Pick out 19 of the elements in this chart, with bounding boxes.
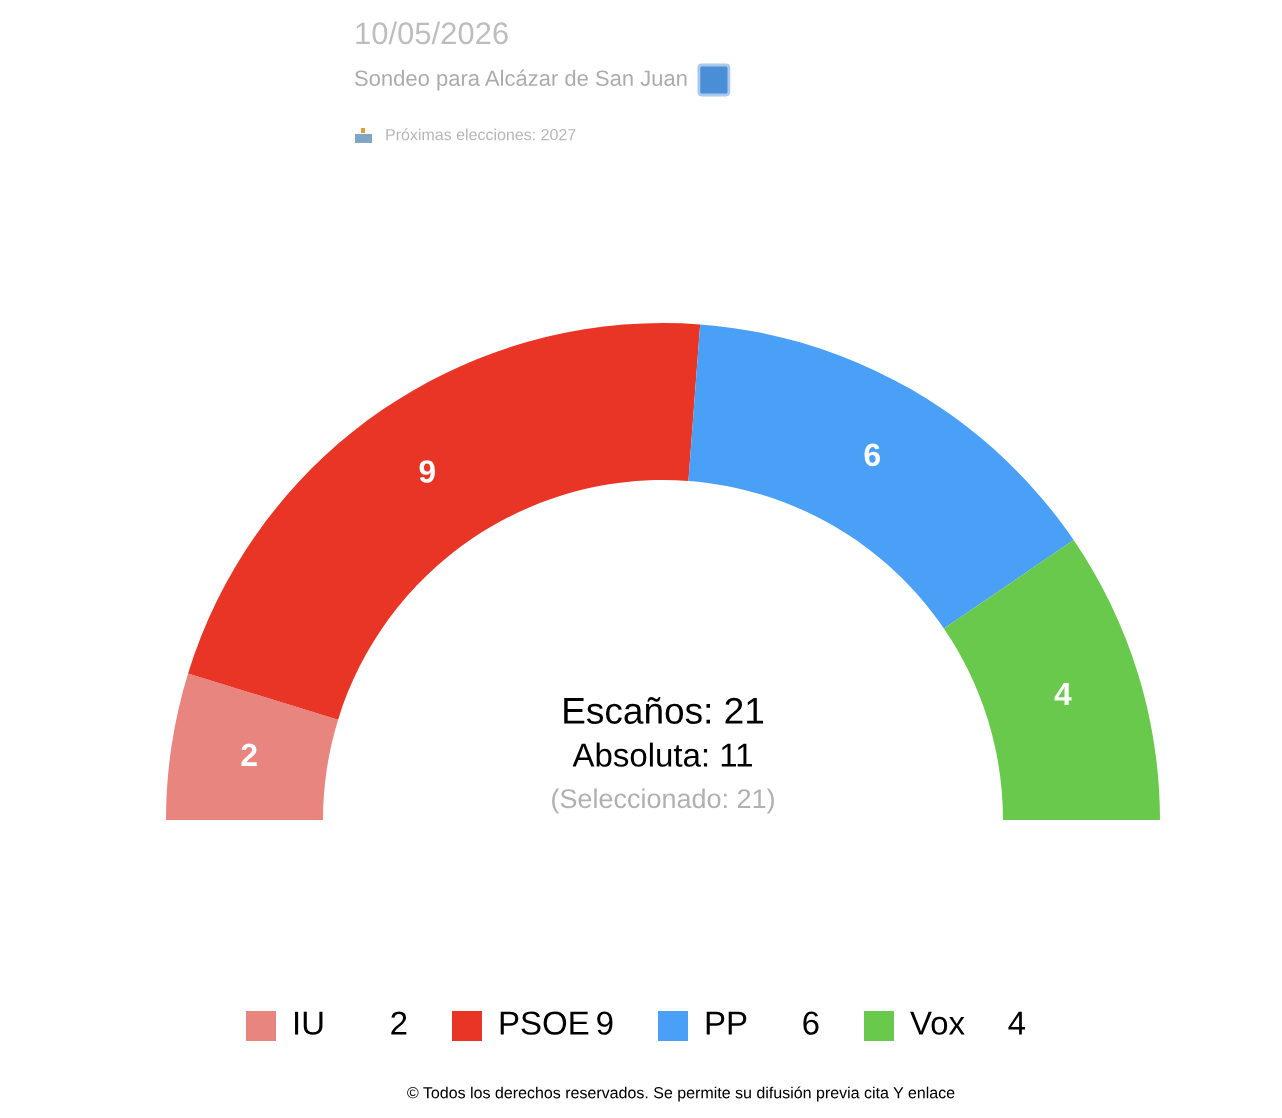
chart-title: 10/05/2026: [356, 21, 508, 45]
text: Próximas elecciones: 2027: [386, 128, 576, 141]
data-label: 2: [241, 743, 257, 766]
data-label: 9: [419, 460, 435, 483]
legend-label: Vox: [910, 1011, 965, 1035]
data-label: 4: [1054, 682, 1072, 705]
text: Escaños: 21: [564, 697, 764, 724]
legend-label: PP: [706, 1011, 747, 1035]
legend-label: IU: [295, 1011, 323, 1035]
text: (Seleccionado: 21): [552, 788, 774, 814]
data-label: 6: [864, 443, 880, 467]
text: 2: [391, 1011, 407, 1035]
text: Absoluta: 11: [572, 742, 752, 767]
text: 6: [803, 1011, 819, 1035]
text: © Todos los derechos reservados. Se permite su difusión previa cita Y enlace: [407, 1086, 955, 1102]
chart-subtitle: Sondeo para Alcázar de San Juan: [355, 69, 687, 91]
text: 9: [597, 1011, 613, 1035]
legend-label: PSOE: [500, 1011, 589, 1035]
text: 4: [1008, 1011, 1026, 1035]
